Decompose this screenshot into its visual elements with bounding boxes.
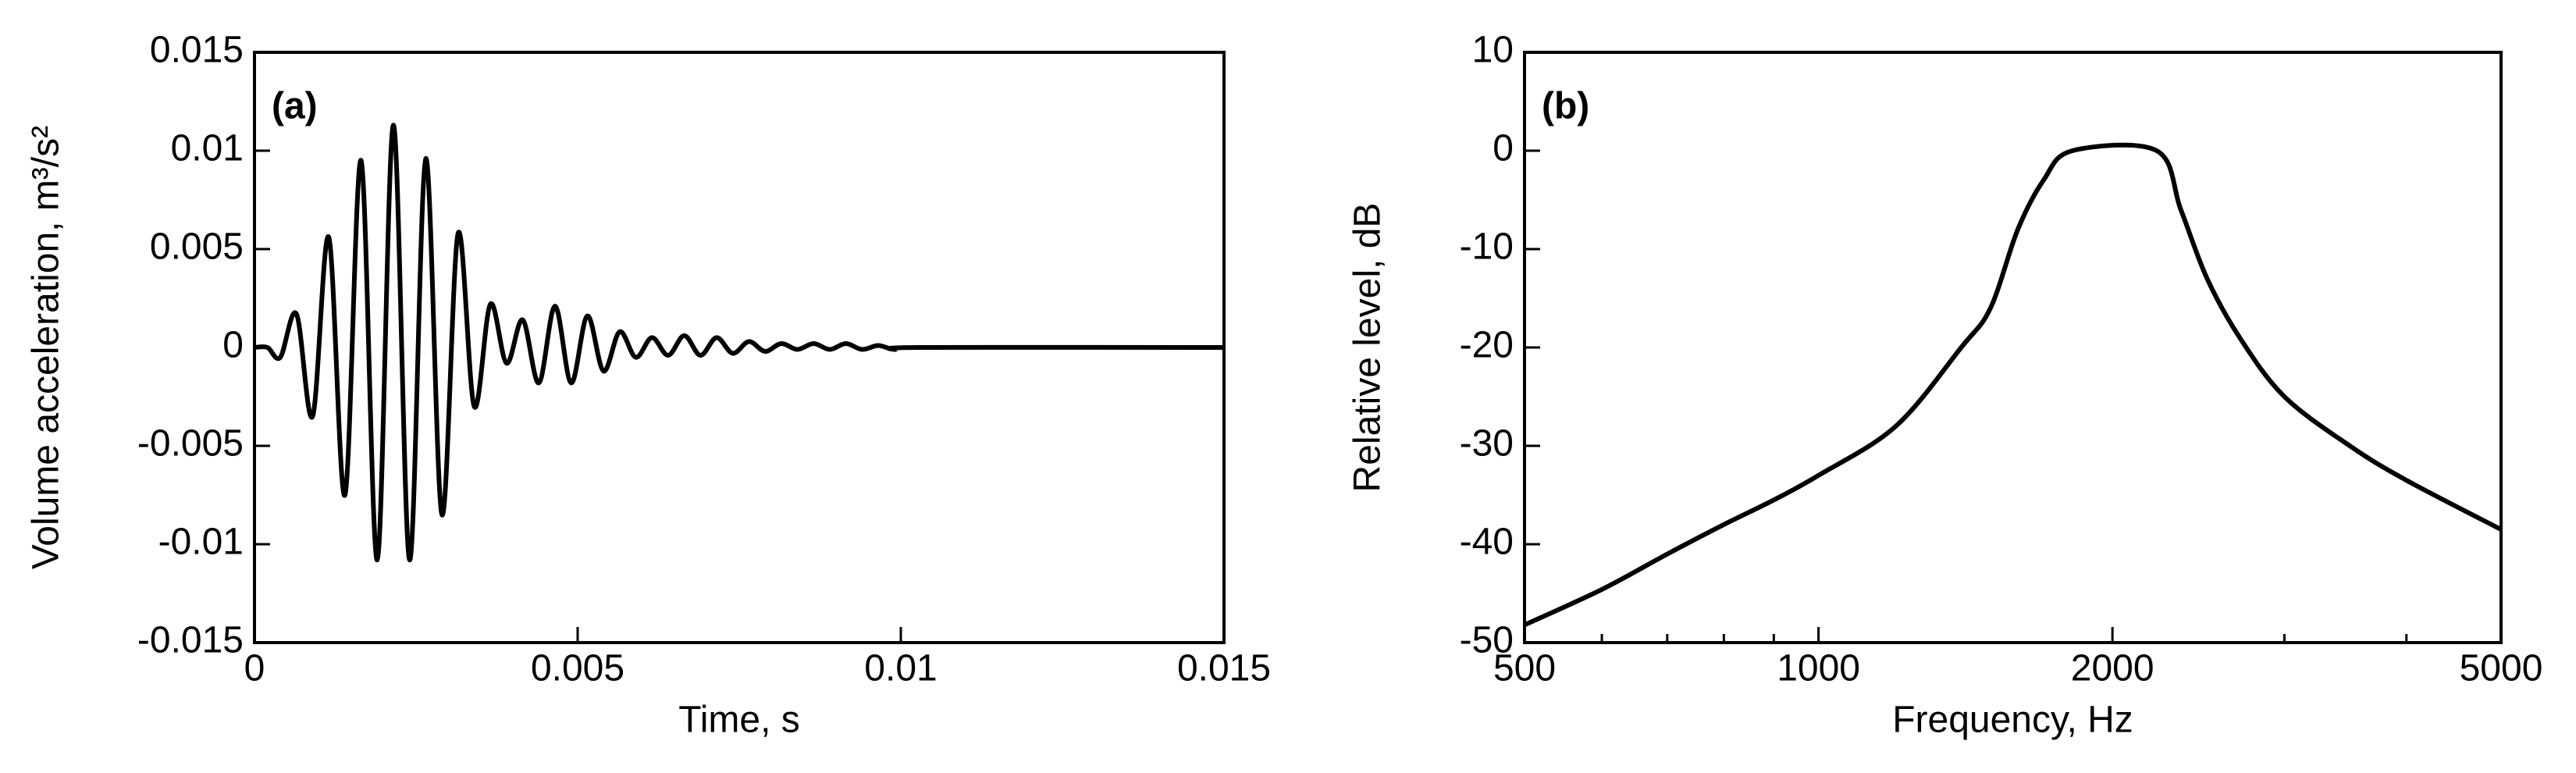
y-tick-label: -30: [1460, 423, 1514, 465]
y-tick-label: -0.005: [137, 423, 244, 465]
x-tick-label: 2000: [2071, 648, 2154, 689]
y-tick-label: 0.015: [150, 30, 244, 71]
x-tick-label: 0.005: [531, 648, 624, 689]
x-tick-label: 500: [1493, 648, 1556, 689]
y-tick-label: 0.01: [171, 128, 244, 169]
y-tick-label: 0: [222, 325, 244, 366]
x-tick-label: 0: [244, 648, 265, 689]
y-tick-label: -10: [1460, 226, 1514, 268]
x-tick-label: 0.015: [1177, 648, 1271, 689]
y-tick-label: -20: [1460, 325, 1514, 366]
y-axis-label: Volume acceleration, m³/s²: [26, 126, 67, 569]
y-tick-label: -0.015: [137, 620, 244, 661]
y-tick-label: -40: [1460, 522, 1514, 563]
y-tick-label: 0.005: [150, 226, 244, 268]
x-axis-label: Time, s: [678, 700, 800, 741]
data-line: [1523, 142, 2503, 628]
plot-frame: [253, 51, 1226, 644]
x-tick-label: 1000: [1777, 648, 1860, 689]
panel-label: (a): [272, 86, 318, 127]
plot-frame: [1523, 51, 2503, 644]
y-tick-label: -0.01: [158, 522, 244, 563]
x-axis-label: Frequency, Hz: [1892, 700, 2133, 741]
x-tick-label: 5000: [2460, 648, 2543, 689]
y-tick-label: -50: [1460, 620, 1514, 661]
y-tick-label: 10: [1472, 30, 1514, 71]
data-line: [254, 123, 1225, 563]
y-axis-label: Relative level, dB: [1347, 203, 1389, 493]
panel-label: (b): [1542, 86, 1589, 127]
x-tick-label: 0.01: [864, 648, 937, 689]
y-tick-label: 0: [1493, 128, 1514, 169]
